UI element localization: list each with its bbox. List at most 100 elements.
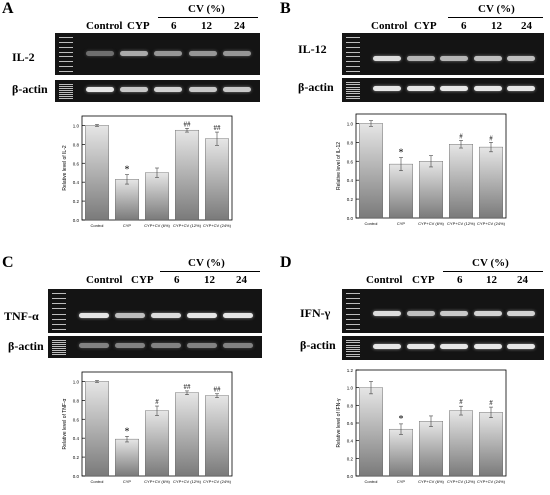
ladder-rung <box>52 350 66 351</box>
bar <box>389 163 413 219</box>
gel-band <box>507 56 535 61</box>
gel-band <box>507 86 535 91</box>
ladder-rung <box>52 344 66 345</box>
gel-band <box>79 313 109 318</box>
x-tick-label: CYP+CV (12%) <box>173 223 202 228</box>
ladder-rung <box>346 84 360 85</box>
gel-band <box>115 313 145 318</box>
gel-band <box>86 87 114 92</box>
bar <box>85 125 109 221</box>
y-tick-label: 0.8 <box>347 140 354 145</box>
bar <box>479 412 503 477</box>
x-tick-label: CYP+CV (6%) <box>144 223 170 228</box>
panel-b: B Control CYP CV (%) 6 12 24 IL-12 β-act… <box>278 0 548 240</box>
header-cyp: CYP <box>414 20 437 32</box>
header-dose-24: 24 <box>521 20 532 32</box>
significance-mark: # <box>489 134 493 142</box>
x-tick-label: Control <box>91 479 104 484</box>
y-tick-label: 1.0 <box>73 123 80 128</box>
gene-label: IL-2 <box>12 50 35 64</box>
significance-mark: ## <box>214 124 222 132</box>
bar <box>175 129 199 221</box>
gel-band <box>407 344 435 349</box>
ladder-rung <box>346 298 360 299</box>
panel-letter: C <box>2 254 14 271</box>
ladder-rung <box>346 87 360 88</box>
header-cv: CV (%) <box>188 3 225 15</box>
ladder-rung <box>346 82 360 83</box>
gel-band <box>187 313 217 318</box>
ladder-rung <box>346 340 360 341</box>
bar <box>205 138 229 221</box>
ladder-rung <box>59 84 73 85</box>
significance-mark: # <box>459 132 463 140</box>
x-tick-label: CYP+CV (12%) <box>447 479 476 484</box>
actin-gel <box>342 78 544 102</box>
chart-svg: 0.0 0.2 0.4 0.6 0.8 1.0 Relative level of IL-1… <box>336 113 507 226</box>
x-tick-label: CYP+CV (24%) <box>477 221 506 226</box>
ladder-rung <box>346 354 360 355</box>
actin-label: β-actin <box>298 80 334 94</box>
dna-ladder <box>59 82 73 100</box>
ladder-rung <box>52 329 66 330</box>
header-cv: CV (%) <box>478 3 515 15</box>
gel-band <box>223 313 253 318</box>
ladder-rung <box>346 329 360 330</box>
header-dose-6: 6 <box>457 274 463 286</box>
gel-band <box>407 56 435 61</box>
ladder-rung <box>59 94 73 95</box>
ladder-rung <box>346 324 360 325</box>
ladder-rung <box>52 314 66 315</box>
header-cv: CV (%) <box>188 257 225 269</box>
ladder-rung <box>346 314 360 315</box>
y-tick-label: 0.4 <box>347 439 354 444</box>
actin-gel <box>55 80 260 102</box>
ladder-rung <box>346 47 360 48</box>
gel-band <box>120 87 148 92</box>
x-tick-label: CYP+CV (6%) <box>418 221 444 226</box>
gel-band <box>373 311 401 316</box>
x-tick-label: CYP+CV (12%) <box>173 479 202 484</box>
x-tick-label: Control <box>91 223 104 228</box>
bar <box>175 392 199 477</box>
dna-ladder <box>346 291 360 331</box>
ladder-rung <box>346 319 360 320</box>
gel-band <box>79 343 109 348</box>
gene-gel <box>48 289 262 333</box>
significance-mark: * <box>125 165 130 176</box>
y-axis-label: Relative level of IL-2 <box>62 145 68 191</box>
dna-ladder <box>346 35 360 73</box>
ladder-rung <box>346 347 360 348</box>
bar <box>145 410 169 477</box>
ladder-rung <box>346 308 360 309</box>
gel-band <box>474 86 502 91</box>
bar-chart: 0.0 0.2 0.4 0.6 0.8 1.0 Relative level of IL-1… <box>322 108 512 236</box>
y-tick-label: 0.8 <box>73 142 80 147</box>
significance-mark: * <box>125 426 130 437</box>
ladder-rung <box>346 91 360 92</box>
actin-gel <box>48 336 262 358</box>
gel-band <box>373 344 401 349</box>
header-control: Control <box>366 274 403 286</box>
gel-band <box>474 56 502 61</box>
ladder-rung <box>346 351 360 352</box>
ladder-rung <box>59 90 73 91</box>
ladder-rung <box>59 96 73 97</box>
gene-label: TNF-α <box>4 309 39 323</box>
panel-letter: D <box>280 254 292 271</box>
y-tick-label: 0.0 <box>73 474 80 479</box>
significance-mark: # <box>489 399 493 407</box>
gel-band <box>407 86 435 91</box>
dna-ladder <box>52 338 66 356</box>
gel-band <box>151 313 181 318</box>
gel-band <box>474 311 502 316</box>
y-tick-label: 0.2 <box>347 456 354 461</box>
ladder-rung <box>346 66 360 67</box>
x-tick-label: CYP <box>397 221 406 226</box>
gel-band <box>440 344 468 349</box>
significance-mark: ## <box>214 386 222 394</box>
bar <box>479 146 503 219</box>
ladder-rung <box>59 37 73 38</box>
ladder-rung <box>59 66 73 67</box>
ladder-rung <box>59 42 73 43</box>
